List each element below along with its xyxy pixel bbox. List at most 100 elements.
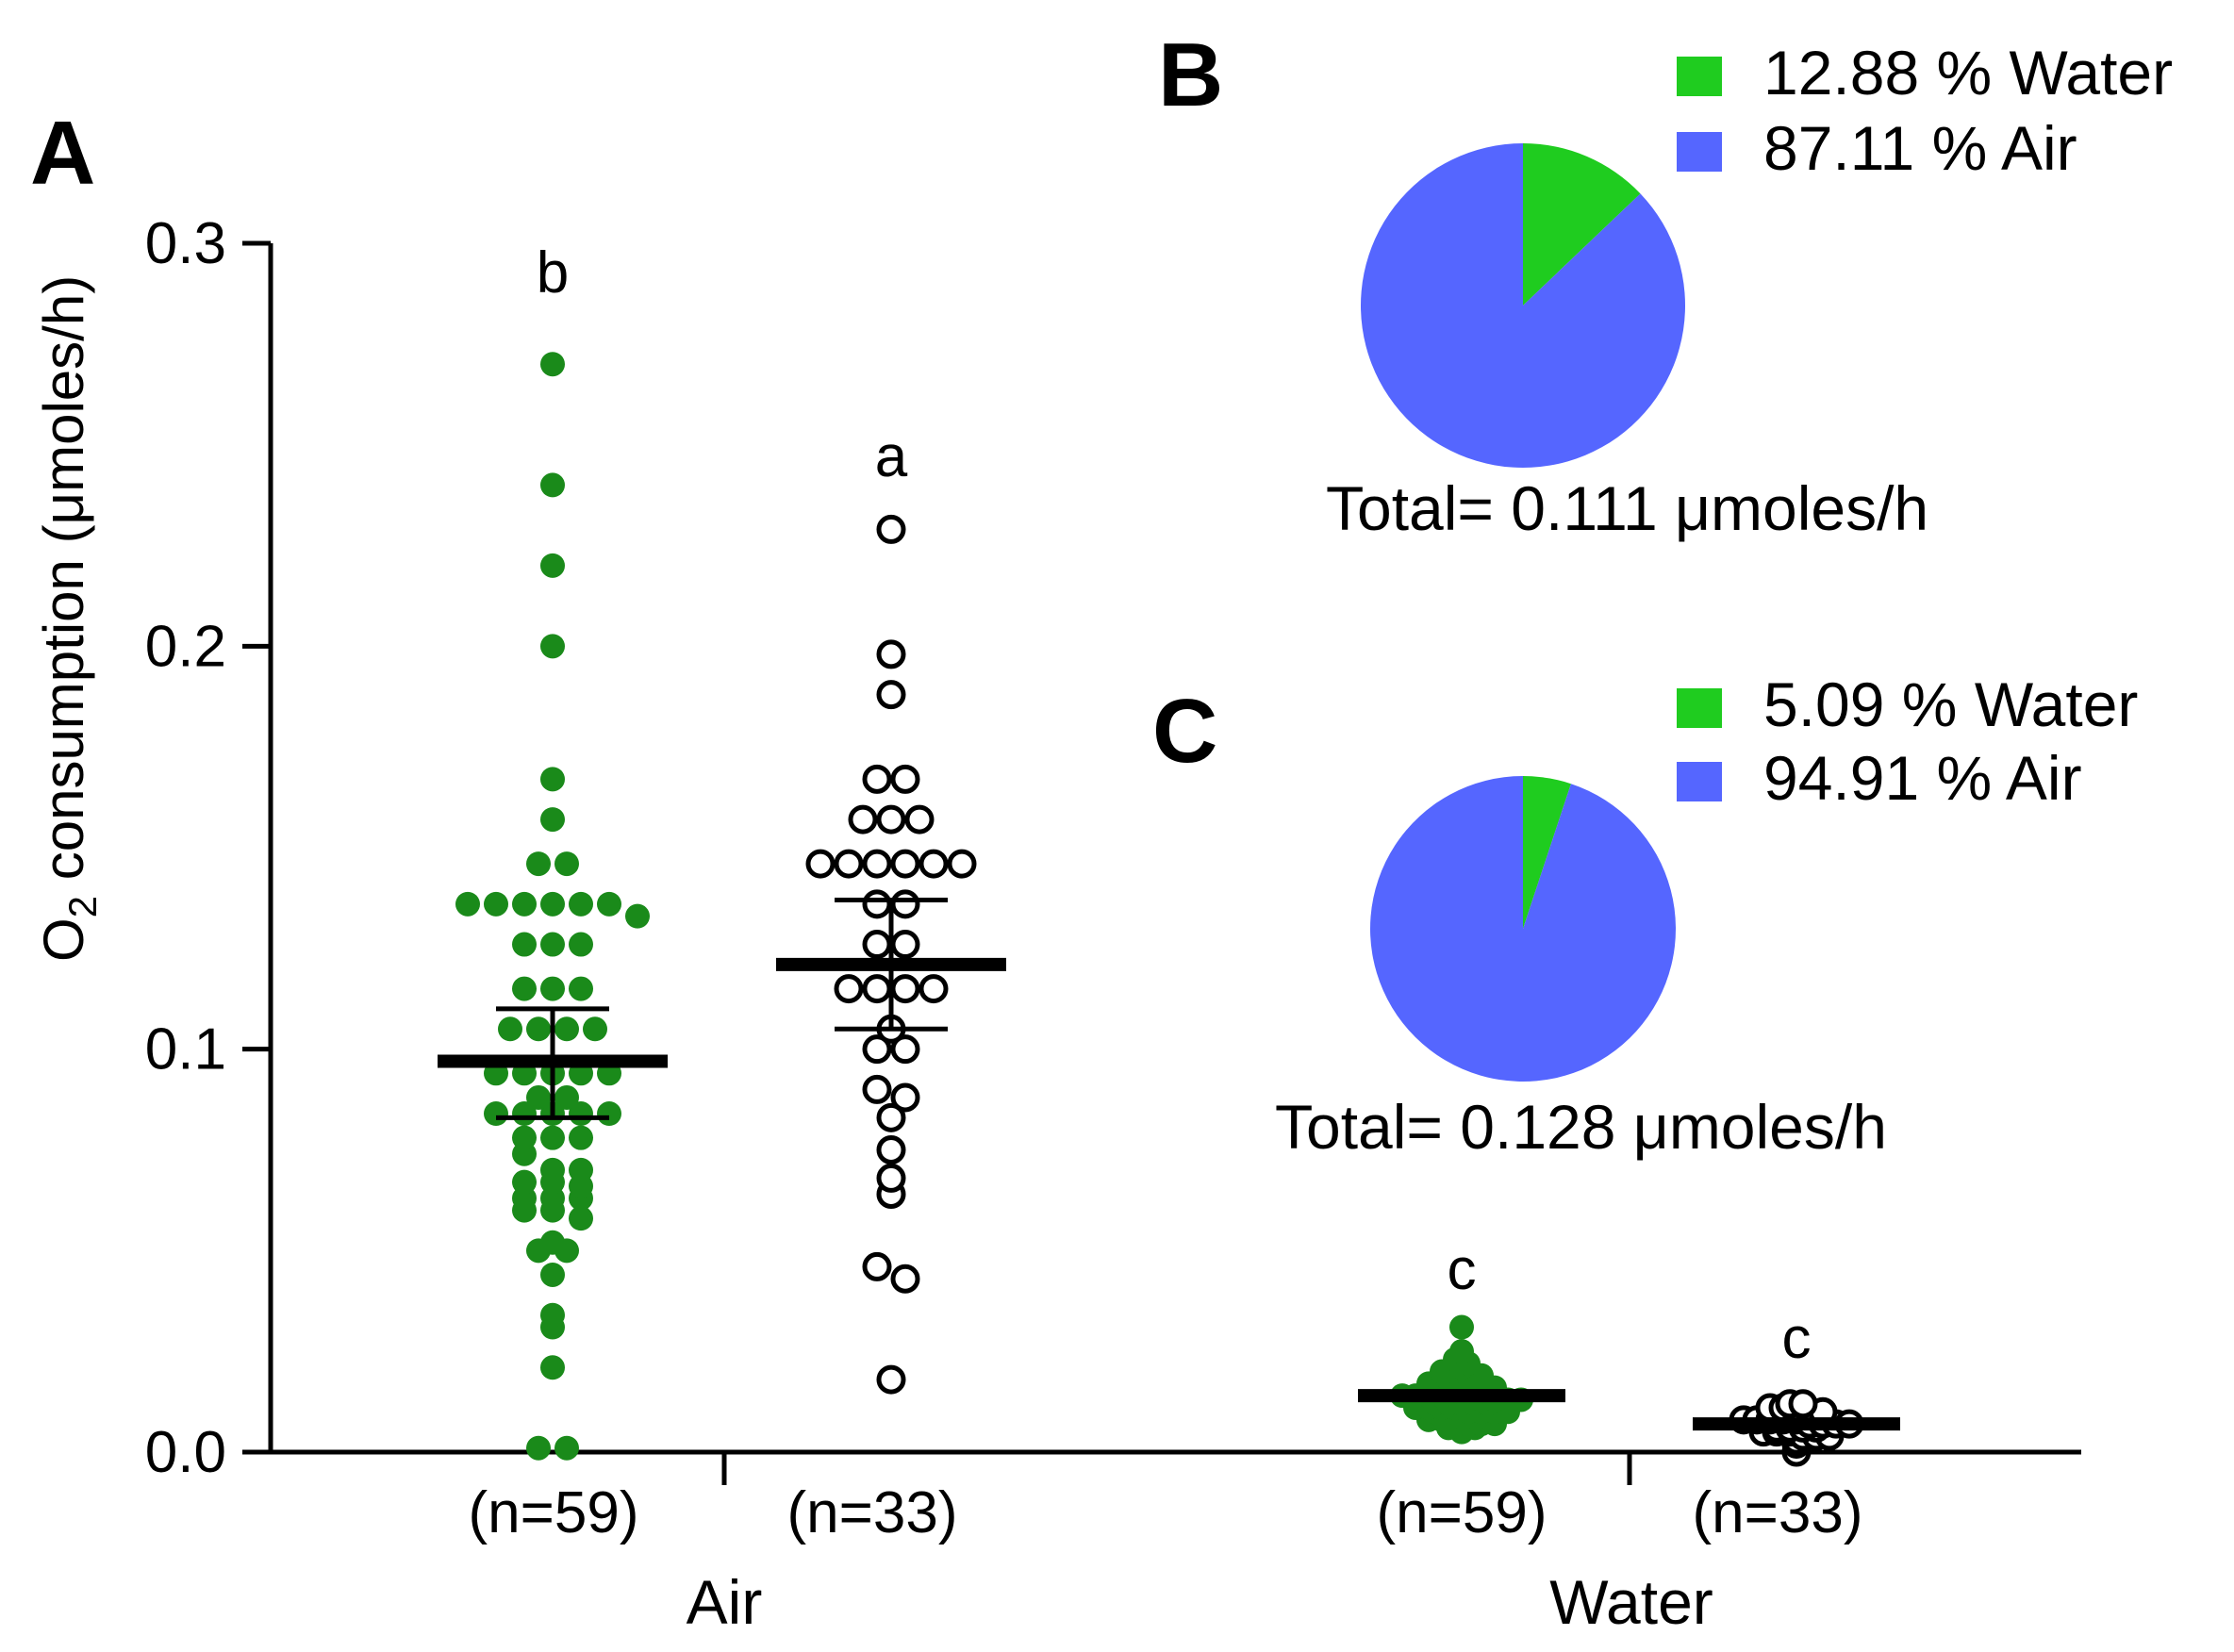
data-point [862, 1034, 892, 1065]
data-point [834, 974, 864, 1004]
data-point [512, 1169, 537, 1195]
data-point [890, 889, 920, 919]
data-point [554, 1084, 579, 1110]
data-point [890, 974, 920, 1004]
data-point [834, 849, 864, 879]
panel-b-pie: B 12.88 % Water 87.11 % Air Total= 0.111… [1158, 25, 2173, 543]
y-tick-label: 0.2 [145, 614, 226, 679]
data-point [484, 1101, 508, 1127]
data-point [526, 1084, 551, 1110]
data-point [862, 930, 892, 960]
data-point [876, 680, 906, 710]
data-point [1788, 1389, 1818, 1419]
y-tick-label: 0.0 [145, 1420, 226, 1485]
data-point [1449, 1339, 1474, 1364]
legend-text-air-c: 94.91 % Air [1763, 743, 2082, 813]
pie-slice-water [1523, 143, 1641, 306]
y-ticks: 0.0 0.1 0.2 0.3 [145, 211, 271, 1485]
group-label-water-n33: (n=33) [1693, 1480, 1863, 1545]
pie-slice-air [1360, 143, 1685, 468]
legend-swatch-air-c [1677, 762, 1722, 801]
pie-c [1369, 776, 1676, 1082]
panel-a-scatter: A O2 consumption (μmoles/h) 0.0 0.1 0.2 0.3… [30, 103, 2081, 1637]
y-tick-label: 0.3 [145, 211, 226, 276]
sig-letter-water-n33: c [1782, 1306, 1812, 1371]
data-point [554, 1435, 579, 1461]
data-point [918, 849, 949, 879]
y-axis-label: O2 consumption (μmoles/h) [32, 275, 105, 962]
data-point [862, 974, 892, 1004]
sig-letter-air-n59: b [537, 240, 569, 306]
data-point [569, 1206, 593, 1231]
data-point [876, 639, 906, 669]
data-point [890, 849, 920, 879]
data-point [597, 1101, 621, 1127]
data-point [540, 1157, 565, 1182]
group-label-water-n59: (n=59) [1377, 1480, 1547, 1545]
condition-label-water: Water [1549, 1567, 1713, 1637]
data-point [526, 851, 551, 877]
pie-b [1360, 143, 1685, 468]
sig-letter-air-n33: a [875, 424, 908, 489]
data-point [512, 891, 537, 917]
data-point [540, 891, 565, 917]
legend-text-air-b: 87.11 % Air [1763, 113, 2077, 183]
data-point [540, 472, 565, 498]
data-point [848, 804, 878, 834]
data-point [597, 891, 621, 917]
data-point [862, 849, 892, 879]
data-point [540, 807, 565, 833]
data-point [890, 1264, 920, 1294]
data-point [876, 514, 906, 544]
data-point [455, 891, 480, 917]
data-point [569, 1157, 593, 1182]
data-point [526, 1016, 551, 1042]
data-point [625, 903, 650, 929]
data-point [540, 1262, 565, 1287]
data-point [540, 634, 565, 659]
data-point [862, 889, 892, 919]
data-point [540, 1302, 565, 1328]
mean-sem-bars [438, 898, 1900, 1431]
pie-slice-air [1369, 776, 1676, 1082]
data-point [876, 1364, 906, 1395]
y-tick-label: 0.1 [145, 1017, 226, 1082]
data-point [569, 891, 593, 917]
panel-a-letter: A [30, 103, 95, 204]
sig-letter-water-n59: c [1448, 1237, 1477, 1302]
data-point [554, 851, 579, 877]
legend-swatch-air-b [1677, 132, 1722, 172]
data-point [554, 1016, 579, 1042]
data-point [876, 1135, 906, 1165]
data-point [484, 891, 508, 917]
data-point [876, 1102, 906, 1132]
data-point [512, 932, 537, 957]
data-point [876, 1163, 906, 1193]
data-point [569, 1125, 593, 1150]
legend-swatch-water-c [1677, 688, 1722, 728]
data-point [862, 1251, 892, 1281]
total-label-c: Total= 0.128 μmoles/h [1275, 1092, 1887, 1162]
data-point [512, 976, 537, 1001]
data-point [862, 1074, 892, 1104]
group-label-air-n59: (n=59) [469, 1480, 639, 1545]
data-point [526, 1435, 551, 1461]
data-point [512, 1125, 537, 1150]
data-point [1449, 1314, 1474, 1340]
group-label-air-n33: (n=33) [787, 1480, 958, 1545]
data-point [540, 1355, 565, 1380]
legend-swatch-water-b [1677, 57, 1722, 96]
data-point [498, 1016, 522, 1042]
data-point [540, 1230, 565, 1255]
data-point [569, 976, 593, 1001]
legend-text-water-b: 12.88 % Water [1763, 38, 2173, 107]
data-point [918, 974, 949, 1004]
panel-b-letter: B [1158, 25, 1223, 125]
data-point [569, 932, 593, 957]
data-point [540, 1125, 565, 1150]
data-point [540, 553, 565, 578]
data-point [890, 764, 920, 794]
total-label-b: Total= 0.111 μmoles/h [1326, 473, 1928, 543]
data-point [890, 1034, 920, 1065]
